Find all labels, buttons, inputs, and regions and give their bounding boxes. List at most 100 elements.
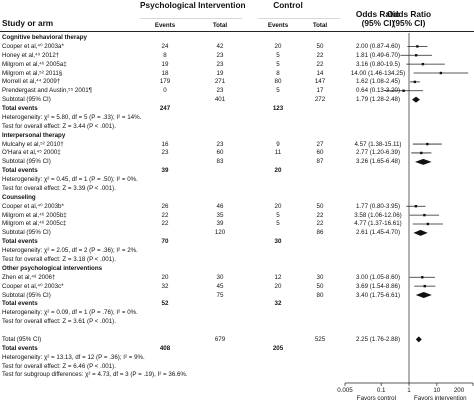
statistics-note: Test for overall effect: Z = 3.61 (P < .… xyxy=(2,318,116,326)
study-label: Milgrom et al,⁵² 2011§ xyxy=(2,69,63,77)
control-events-cell: 5 xyxy=(276,220,280,228)
study-label: Morrell et al,⁴⁴ 2009† xyxy=(2,78,61,86)
control-events-cell: 5 xyxy=(276,87,280,95)
study-label: Cooper et al,⁴⁰ 2003b* xyxy=(2,202,64,210)
control-events-cell: 123 xyxy=(272,105,284,113)
control-events-cell: 11 xyxy=(274,149,282,157)
control-events-cell: 30 xyxy=(274,238,282,246)
psych-total-cell: 30 xyxy=(216,273,224,281)
statistics-note: Heterogeneity: χ² = 2.05, df = 2 (P = .3… xyxy=(2,247,138,255)
psych-total-cell: 23 xyxy=(216,140,224,148)
x-tick-label: 0.005 xyxy=(337,387,353,394)
control-group-header: Control xyxy=(273,0,303,10)
control-events-cell: 20 xyxy=(274,202,282,210)
study-estimate-marker xyxy=(416,45,419,48)
odds-ratio-cell: 3.69 (1.54-8.86) xyxy=(355,282,401,290)
odds-ratio-cell: 2.77 (1.20-6.39) xyxy=(355,149,401,157)
study-estimate-marker xyxy=(439,71,443,75)
section-heading: Counseling xyxy=(2,193,36,201)
study-label: Milgrom et al,⁴⁶ 2005c‡ xyxy=(2,220,67,228)
control-header-rule xyxy=(258,18,340,19)
odds-ratio-cell: 1.77 (0.80-3.95) xyxy=(355,202,401,210)
odds-ratio-cell: 2.00 (0.87-4.60) xyxy=(355,42,401,50)
odds-ratio-cell: 4.57 (1.38-15.11) xyxy=(354,140,402,148)
study-label: Mulcahy et al,⁵² 2010† xyxy=(2,140,64,148)
odds-ratio-cell: 14.00 (1.46-134.25) xyxy=(350,69,406,77)
study-estimate-marker xyxy=(413,80,417,84)
odds-ratio-cell: 3.00 (1.05-8.60) xyxy=(355,273,401,281)
study-label: Milgrom et al,⁴⁶ 2005b‡ xyxy=(2,211,67,219)
pooled-estimate-diamond xyxy=(415,292,432,299)
odds-ratio-cell: 3.40 (1.75-6.61) xyxy=(355,291,401,299)
statistics-note: Test for overall effect: Z = 6.46 (P < .… xyxy=(2,362,116,370)
section-heading: Interpersonal therapy xyxy=(2,131,66,139)
study-label: Honey et al,⁴⁹ 2012† xyxy=(2,51,60,59)
control-events-cell: 20 xyxy=(274,167,282,175)
pooled-estimate-diamond xyxy=(415,158,432,165)
psych-total-cell: 39 xyxy=(216,220,224,228)
study-label: Cooper et al,⁴⁰ 2003c* xyxy=(2,282,64,290)
favors-intervention-label: Favors intervention xyxy=(414,395,467,402)
control-total-cell: 22 xyxy=(316,51,324,59)
study-estimate-marker xyxy=(421,276,424,279)
psych-events-cell: 247 xyxy=(159,105,171,113)
pooled-estimate-diamond xyxy=(411,96,420,103)
odds-ratio-cell: 3.58 (1.06-12.06) xyxy=(354,211,402,219)
control-events-cell: 20 xyxy=(274,42,282,50)
statistics-note: Test for subgroup differences: χ² = 4.73… xyxy=(2,371,188,379)
control-total-cell: 50 xyxy=(316,42,324,50)
psych-total-header: Total xyxy=(212,22,228,29)
subtotal-label: Subtotal (95% CI) xyxy=(2,96,51,104)
control-total-cell: 86 xyxy=(316,229,324,237)
study-column-header: Study or arm xyxy=(2,18,54,28)
total-events-label: Total events xyxy=(2,300,38,308)
x-tick-label: 10 xyxy=(433,387,441,394)
statistics-note: Heterogeneity: χ² = 0.09, df = 1 (P = .7… xyxy=(2,309,138,317)
study-estimate-marker xyxy=(426,222,430,226)
study-estimate-marker xyxy=(414,54,418,57)
statistics-note: Test for overall effect: Z = 3.18 (P < .… xyxy=(2,256,116,263)
psych-total-cell: 35 xyxy=(216,211,224,219)
study-estimate-marker xyxy=(426,142,429,146)
psych-events-cell: 8 xyxy=(163,51,167,59)
control-events-cell: 20 xyxy=(274,282,282,290)
psych-header-rule xyxy=(140,18,242,19)
control-total-cell: 80 xyxy=(316,291,324,299)
x-tick-label: 0.1 xyxy=(376,387,386,394)
psych-events-cell: 24 xyxy=(161,42,169,50)
study-label: Prendergast and Austin,⁵⁵ 2001¶ xyxy=(2,87,92,95)
control-events-cell: 12 xyxy=(274,273,282,281)
study-label: Zhen et al,⁴⁸ 2006† xyxy=(2,273,56,281)
subtotal-label: Subtotal (95% CI) xyxy=(2,291,51,299)
control-total-cell: 525 xyxy=(314,335,326,343)
subtotal-label: Total (95% CI) xyxy=(2,335,42,343)
favors-control-label: Favors control xyxy=(356,395,396,402)
control-events-cell: 32 xyxy=(274,300,282,308)
control-total-cell: 60 xyxy=(316,149,324,157)
study-estimate-marker xyxy=(414,205,418,208)
control-events-cell: 8 xyxy=(276,69,280,77)
psych-total-cell: 83 xyxy=(216,158,224,166)
control-events-header: Events xyxy=(267,22,289,29)
statistics-note: Test for overall effect: Z = 3.39 (P < .… xyxy=(2,184,116,192)
psych-total-cell: 42 xyxy=(216,42,224,50)
psych-events-cell: 408 xyxy=(159,344,171,352)
control-total-cell: 17 xyxy=(316,87,324,95)
psych-total-cell: 271 xyxy=(214,78,226,86)
x-tick-label: 1 xyxy=(407,387,411,394)
subtotal-label: Subtotal (95% CI) xyxy=(2,229,51,237)
total-events-label: Total events xyxy=(2,238,38,246)
psych-events-cell: 70 xyxy=(161,238,169,246)
odds-ratio-cell: 3.26 (1.65-6.48) xyxy=(355,158,401,166)
odds-ratio-cell: 0.64 (0.13-3.20) xyxy=(355,87,401,95)
study-estimate-marker xyxy=(402,89,405,92)
psych-events-cell: 22 xyxy=(161,220,169,228)
control-events-cell: 5 xyxy=(276,60,280,68)
control-events-cell: 5 xyxy=(276,211,280,219)
odds-ratio-cell: 1.62 (1.08-2.45) xyxy=(355,78,401,86)
control-events-cell: 9 xyxy=(276,140,280,148)
psych-events-cell: 18 xyxy=(161,69,169,77)
psych-total-cell: 120 xyxy=(214,229,226,237)
